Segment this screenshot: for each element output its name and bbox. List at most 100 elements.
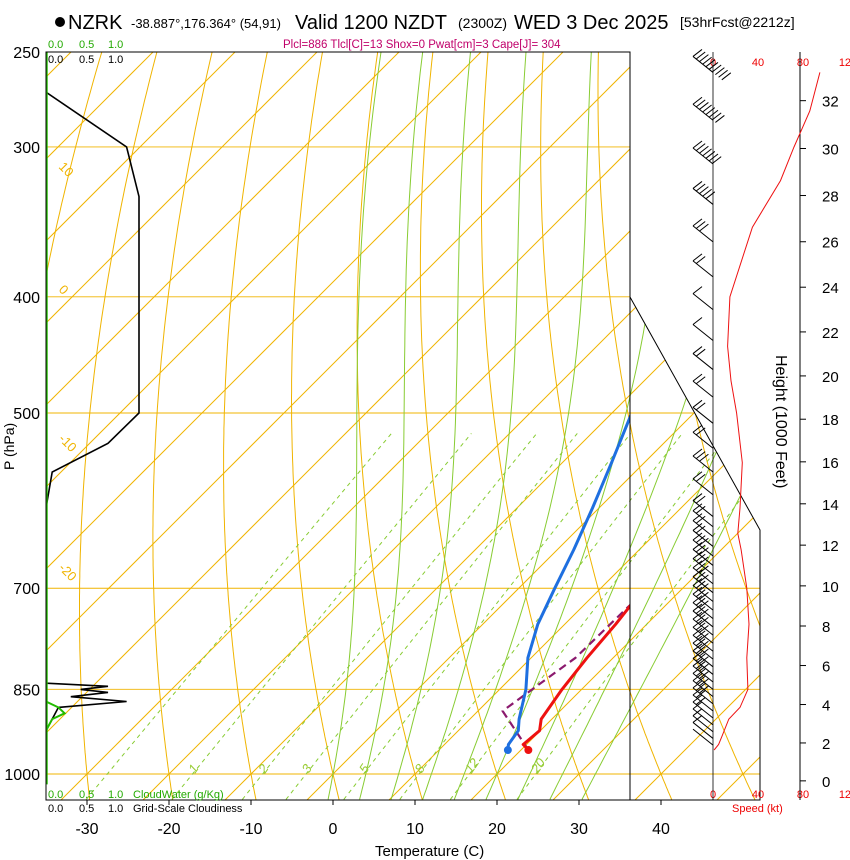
- wind-barb-feather: [699, 54, 709, 63]
- wind-barb-feather: [692, 181, 703, 189]
- wind-barb-feather: [692, 586, 703, 595]
- isotherm: [46, 52, 525, 800]
- height-tick: 26: [822, 235, 839, 252]
- wind-barb: [692, 551, 714, 576]
- wind-barb: [692, 701, 714, 726]
- wind-barb-feather: [705, 59, 716, 68]
- height-tick: 8: [822, 619, 830, 636]
- wind-barb-feather: [695, 473, 706, 482]
- isotherm: [384, 52, 760, 800]
- temperature-tick: -20: [157, 821, 180, 838]
- wind-tick-bottom: 80: [797, 789, 809, 801]
- wind-barb: [692, 471, 714, 496]
- wind-barb: [692, 286, 714, 311]
- wind-barb: [692, 595, 714, 619]
- wind-barb: [692, 569, 714, 594]
- wind-barb-feather: [695, 451, 706, 460]
- mixing-ratio-line: [85, 433, 392, 800]
- wind-barb-feather: [708, 153, 719, 162]
- moist-adiabat: [422, 52, 529, 800]
- wind-barb-feather: [699, 591, 709, 600]
- wind-barb-feather: [695, 589, 706, 598]
- height-tick: 14: [822, 497, 839, 514]
- wind-barb: [692, 658, 714, 683]
- wind-barb: [692, 578, 714, 602]
- temperature-tick: 10: [406, 821, 424, 838]
- wind-barb-feather: [692, 49, 703, 57]
- wind-barb: [692, 611, 714, 636]
- wind-barb-feather: [695, 51, 706, 60]
- cloudwater-label: CloudWater (g/Kg): [133, 789, 224, 801]
- mixing-ratio-line: [343, 433, 632, 800]
- dewpoint-line: [506, 413, 630, 751]
- pressure-tick: 850: [13, 682, 40, 699]
- wind-barb-feather: [692, 346, 703, 354]
- wind-barb-feather: [705, 107, 716, 116]
- wind-barb-feather: [711, 64, 722, 73]
- wind-barb-feather: [692, 611, 703, 620]
- station-id: NZRK: [68, 12, 123, 34]
- wind-barb-feather: [695, 515, 706, 524]
- y-axis-label: P (hPa): [1, 423, 17, 470]
- height-tick: 28: [822, 189, 839, 206]
- wind-barb-feather: [692, 651, 703, 659]
- dry-adiabat: [419, 52, 508, 800]
- zulu-time: (2300Z): [458, 15, 507, 31]
- station-marker: [55, 17, 65, 27]
- wind-barb-feather: [692, 680, 703, 689]
- cloud-tick-top-black: 0.0: [48, 54, 63, 66]
- wind-barb-feather: [699, 625, 709, 633]
- temperature-line: [521, 603, 630, 752]
- wind-barb: [692, 603, 714, 628]
- mixing-ratio-line: [399, 433, 683, 800]
- wind-barb-feather: [695, 562, 706, 571]
- mixing-ratio-line: [285, 433, 578, 800]
- wind-barb-feather: [695, 402, 706, 411]
- wind-barb-feather: [695, 683, 706, 691]
- height-tick: 20: [822, 369, 839, 386]
- wind-barb-feather: [699, 678, 709, 687]
- pressure-tick: 250: [13, 45, 40, 62]
- dry-adiabat: [46, 52, 116, 800]
- wind-barb: [692, 373, 714, 398]
- height-tick: 0: [822, 774, 830, 791]
- plot-frame: [45, 51, 631, 801]
- wind-barb-feather: [721, 72, 732, 81]
- wind-barb-feather: [715, 67, 725, 76]
- temperature-tick: 20: [488, 821, 506, 838]
- wind-barb-feather: [695, 143, 706, 152]
- wind-barb-feather: [692, 218, 703, 227]
- wind-barb-feather: [699, 633, 709, 641]
- wind-tick-top: 120: [839, 57, 850, 69]
- dry-adiabat: [481, 52, 591, 800]
- wind-barb-feather: [692, 493, 703, 501]
- wind-barb-feather: [695, 571, 706, 580]
- wind-barb-feather: [699, 656, 709, 665]
- wind-barb-feather: [692, 595, 703, 603]
- temperature-tick: 0: [329, 821, 338, 838]
- height-tick: 10: [822, 579, 839, 596]
- wind-barb-feather: [692, 665, 703, 674]
- wind-barb-feather: [695, 675, 706, 684]
- wind-barb: [692, 651, 714, 675]
- dry-adiabat: [79, 52, 170, 800]
- wind-barb: [692, 503, 714, 528]
- pressure-tick: 500: [13, 406, 40, 423]
- wind-barb: [692, 728, 714, 746]
- wind-barb-feather: [692, 373, 703, 382]
- wind-barb-feather: [699, 145, 709, 154]
- isotherm: [466, 52, 760, 800]
- wind-barb: [692, 665, 714, 690]
- cloud-tick-bottom-green: 0.0: [48, 789, 63, 801]
- wind-barb-feather: [708, 62, 719, 70]
- wind-speed-label: Speed (kt): [732, 803, 783, 815]
- sounding-params: Plcl=886 Tlcl[C]=13 Shox=0 Pwat[cm]=3 Ca…: [283, 39, 561, 51]
- wind-barb-staff: [692, 715, 714, 733]
- height-tick: 30: [822, 142, 839, 159]
- wind-barb-staff: [692, 722, 714, 739]
- wind-barb-feather: [702, 56, 712, 65]
- wind-tick-bottom: 40: [752, 789, 764, 801]
- wind-barb-feather: [692, 715, 703, 723]
- cloud-water-line: [46, 700, 67, 732]
- moist-adiabat: [549, 52, 760, 800]
